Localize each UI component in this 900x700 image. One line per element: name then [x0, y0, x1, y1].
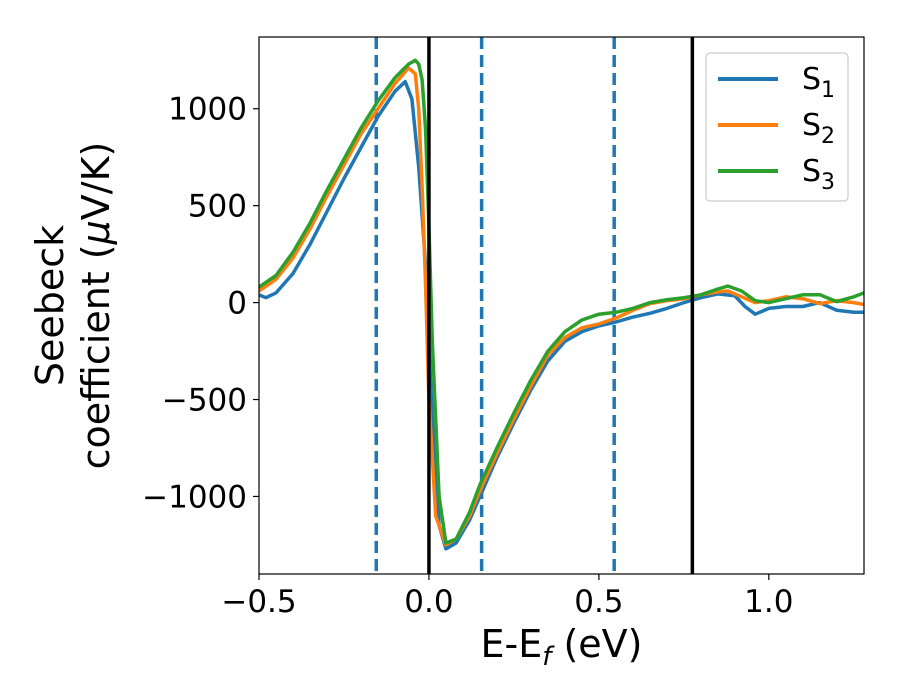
reference-lines: [374, 37, 616, 574]
series-lines: [259, 37, 864, 574]
y-axis-label-line1: Seebeck: [28, 225, 72, 386]
x-tick-label-0: −0.5: [221, 584, 296, 620]
x-tick-label-1: 0.0: [404, 584, 453, 620]
x-axis-ticks: −0.5 0.0 0.5 1.0: [221, 574, 793, 620]
y-axis-label-mu: μ: [74, 220, 118, 245]
y-axis-label-line2: coefficient (μV/K): [74, 142, 118, 470]
series-line-3: [259, 58, 864, 545]
y-tick-label-3: −500: [162, 383, 247, 419]
y-axis-label-line2-pre: coefficient (: [74, 244, 118, 469]
y-tick-label-4: −1000: [142, 479, 247, 515]
plot-frame: [258, 36, 865, 575]
legend: S1 S2 S3: [705, 52, 849, 202]
y-tick-label-1: 500: [188, 189, 247, 225]
x-axis-label-unit: (eV): [551, 622, 642, 666]
y-axis-ticks: 1000 500 0 −500 −1000: [142, 92, 259, 515]
y-axis-label: Seebeck coefficient (μV/K): [28, 142, 118, 470]
x-tick-label-2: 0.5: [574, 584, 623, 620]
y-tick-label-2: 0: [227, 286, 247, 322]
series-line-2: [259, 66, 864, 547]
x-tick-label-3: 1.0: [744, 584, 793, 620]
x-axis-label: E-Ef (eV): [481, 622, 643, 672]
legend-label-1: S1: [802, 62, 835, 103]
legend-items: S1 S2 S3: [718, 62, 835, 195]
y-axis-label-line2-post: V/K): [74, 142, 118, 221]
legend-label-2: S2: [802, 108, 835, 149]
legend-label-3: S3: [802, 154, 835, 195]
x-axis-label-main: E-E: [481, 622, 543, 666]
series-line-1: [259, 79, 864, 551]
y-tick-label-0: 1000: [168, 92, 247, 128]
